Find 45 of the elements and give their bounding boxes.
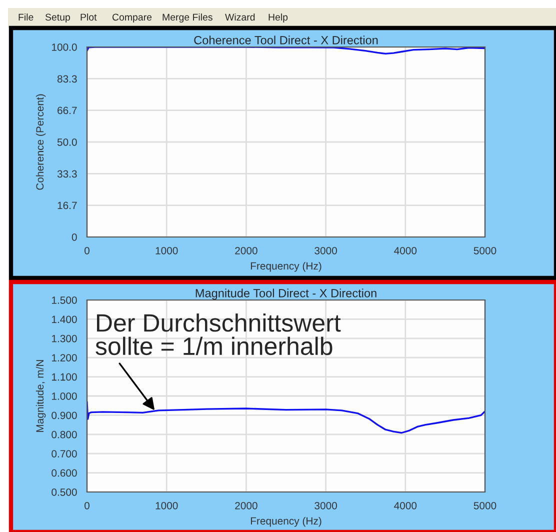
y-tick-label: 16.7: [58, 202, 77, 210]
x-tick-label: 1000: [156, 246, 178, 254]
y-tick-label: 0.600: [52, 469, 77, 477]
y-axis-title: Coherence (Percent): [36, 94, 46, 190]
x-tick-label: 0: [84, 246, 90, 254]
y-tick-label: 1.300: [52, 334, 77, 342]
y-tick-label: 0: [72, 234, 77, 241]
x-tick-label: 1000: [156, 502, 178, 510]
x-axis-title: Frequency (Hz): [250, 262, 322, 272]
line-series: [87, 400, 485, 434]
text: Plot: [80, 13, 97, 21]
x-tick-label: 2000: [235, 502, 258, 510]
y-tick-label: 50.0: [57, 138, 77, 146]
chart-title: Coherence Tool Direct - X Direction: [194, 36, 378, 44]
y-tick-label: 1.100: [52, 373, 77, 381]
text: File: [18, 13, 34, 21]
y-tick-label: 1.000: [52, 392, 77, 400]
x-tick-label: 5000: [474, 502, 496, 510]
y-tick-label: 1.400: [52, 316, 77, 324]
x-tick-label: 0: [84, 502, 90, 510]
y-tick-label: 1.200: [52, 354, 77, 362]
y-tick-label: 1.500: [52, 296, 77, 304]
y-tick-label: 0.900: [52, 412, 77, 420]
y-tick-label: 0.800: [52, 430, 77, 438]
y-tick-label: 83.3: [57, 75, 77, 83]
text: Compare: [112, 14, 152, 23]
x-tick-label: 3000: [314, 246, 337, 254]
y-tick-label: 33.3: [57, 170, 77, 178]
y-axis-title: Magnitude, m/N: [36, 360, 46, 432]
chart-title: Magnitude Tool Direct - X Direction: [196, 288, 376, 300]
text: Wizard: [225, 13, 255, 21]
y-tick-label: 66.7: [58, 106, 77, 114]
y-tick-label: 0.500: [52, 488, 77, 496]
x-tick-label: 3000: [314, 502, 337, 510]
x-tick-label: 2000: [235, 246, 258, 254]
y-tick-label: 0.700: [52, 450, 77, 458]
x-tick-label: 4000: [394, 502, 417, 510]
text: Merge Files: [162, 13, 212, 23]
x-tick-label: 5000: [474, 246, 496, 254]
y-tick-label: 100.0: [52, 44, 77, 51]
text: Help: [268, 13, 288, 23]
x-axis-title: Frequency (Hz): [250, 516, 322, 527]
text: Setup: [45, 14, 70, 23]
x-tick-label: 4000: [394, 246, 417, 254]
annotation: Der Durchschnittswert sollte = 1/m innerhalb: [96, 313, 341, 356]
